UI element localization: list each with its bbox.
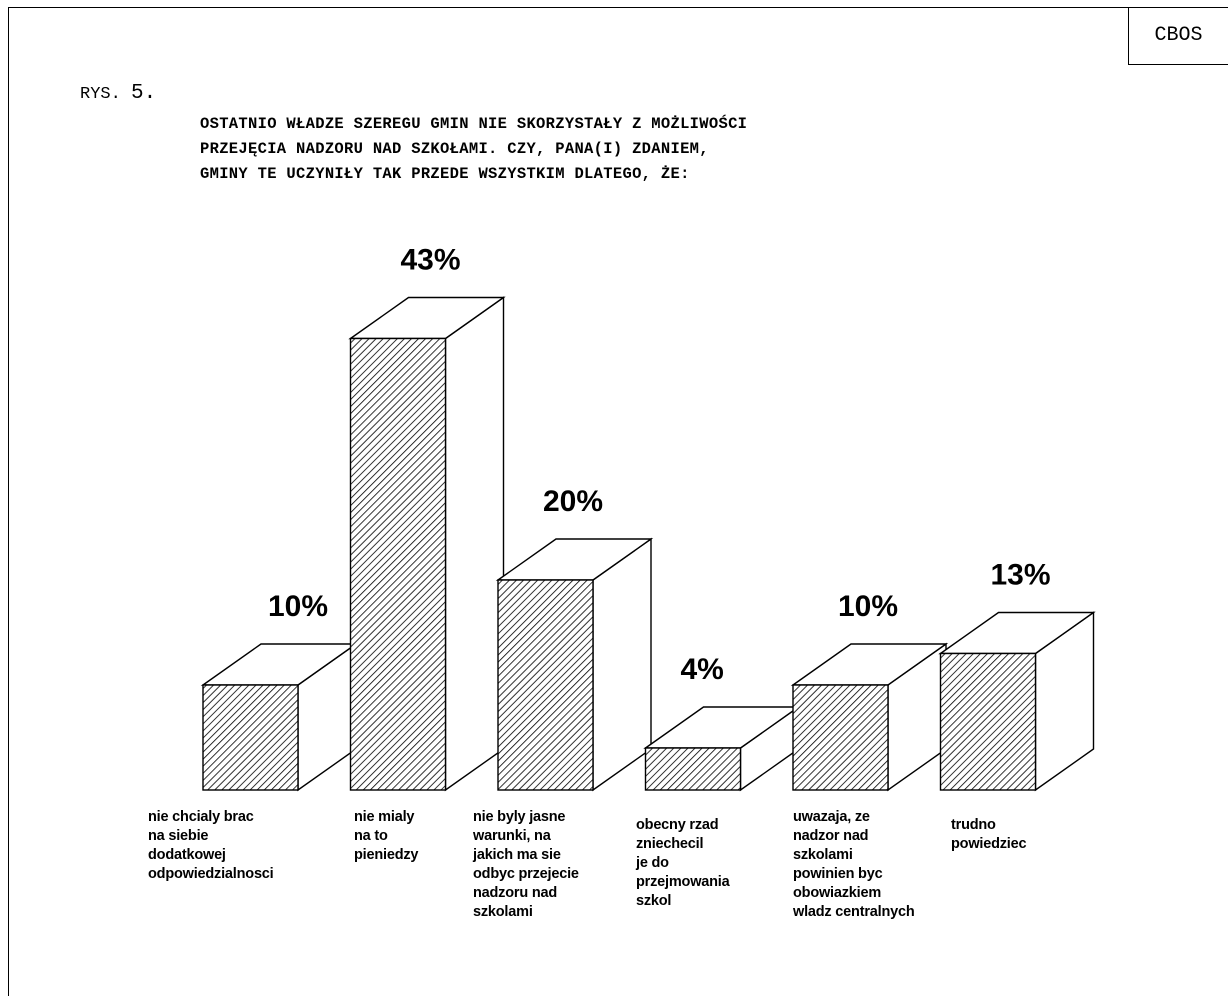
bar-4: [643, 705, 801, 792]
value-label-1: 10%: [268, 590, 328, 623]
category-label-line: jakich ma sie: [473, 847, 561, 863]
category-label-line: nie chcialy brac: [148, 809, 254, 825]
category-label-line: odbyc przejecie: [473, 866, 579, 882]
bar-front-face: [349, 337, 447, 791]
category-label-line: wladz centralnych: [793, 904, 915, 920]
bar-5: [790, 642, 949, 792]
category-label-line: nie byly jasne: [473, 809, 566, 825]
category-label-line: nadzor nad: [793, 828, 869, 844]
category-label-line: powinien byc: [793, 866, 883, 882]
category-label-line: nadzoru nad: [473, 885, 557, 901]
figure-number: 5.: [131, 82, 157, 105]
question-line-3: GMINY TE UCZYNIŁY TAK PRZEDE WSZYSTKIM D…: [200, 165, 690, 183]
category-label-line: przejmowania: [636, 874, 730, 890]
category-label-line: szkolami: [473, 904, 533, 920]
category-label-1: nie chcialy brac na siebie dodatkowej odpow…: [148, 808, 274, 884]
category-label-line: szkolami: [793, 847, 853, 863]
cbos-label: CBOS: [1128, 7, 1228, 65]
category-label-4: obecny rzad zniechecil je do przejmowania sz…: [636, 816, 730, 911]
category-label-line: obecny rzad: [636, 817, 719, 833]
category-label-line: trudno: [951, 817, 996, 833]
category-label-line: powiedziec: [951, 836, 1027, 852]
category-label-line: szkol: [636, 893, 672, 909]
value-label-2: 43%: [401, 244, 461, 277]
category-label-line: je do: [636, 855, 669, 871]
frame-top-border: [8, 7, 1228, 8]
bar-front-face: [939, 652, 1037, 791]
category-label-line: dodatkowej: [148, 847, 226, 863]
question-title: OSTATNIO WŁADZE SZEREGU GMIN NIE SKORZYS…: [200, 112, 1000, 187]
bar-3: [495, 537, 654, 792]
figure-label-text: RYS.: [80, 85, 121, 104]
category-label-6: trudno powiedziec: [951, 816, 1027, 854]
value-label-4: 4%: [681, 653, 724, 686]
frame-left-border: [8, 7, 9, 996]
category-label-line: uwazaja, ze: [793, 809, 870, 825]
figure-label: RYS. 5.: [80, 82, 156, 105]
bar-front-face: [792, 684, 889, 791]
category-label-line: odpowiedzialnosci: [148, 866, 274, 882]
bars-group: 10% 43% 20% 4% 10% 13%: [200, 244, 1096, 792]
bar-front-face: [497, 579, 594, 791]
category-label-line: na to: [354, 828, 388, 844]
category-label-3: nie byly jasne warunki, na jakich ma sie od…: [473, 808, 579, 922]
bar-6: [938, 611, 1096, 792]
category-label-2: nie mialy na to pieniedzy: [354, 808, 418, 865]
category-label-line: pieniedzy: [354, 847, 419, 863]
category-label-line: zniechecil: [636, 836, 704, 852]
category-label-line: na siebie: [148, 828, 209, 844]
bar-side-face: [592, 537, 652, 792]
bar-1: [200, 642, 359, 792]
category-label-line: nie mialy: [354, 809, 415, 825]
bar-side-face: [444, 296, 505, 792]
bar-front-face: [202, 684, 299, 791]
category-label-5: uwazaja, ze nadzor nad szkolami powinien by…: [793, 808, 915, 922]
bar-front-face: [644, 747, 742, 791]
bar-2: [348, 296, 506, 792]
category-label-line: warunki, na: [473, 828, 551, 844]
question-line-1: OSTATNIO WŁADZE SZEREGU GMIN NIE SKORZYS…: [200, 115, 748, 133]
value-label-6: 13%: [991, 559, 1051, 592]
value-label-3: 20%: [543, 485, 603, 518]
question-line-2: PRZEJĘCIA NADZORU NAD SZKOŁAMI. CZY, PAN…: [200, 140, 709, 158]
value-label-5: 10%: [838, 590, 898, 623]
category-label-line: obowiazkiem: [793, 885, 882, 901]
